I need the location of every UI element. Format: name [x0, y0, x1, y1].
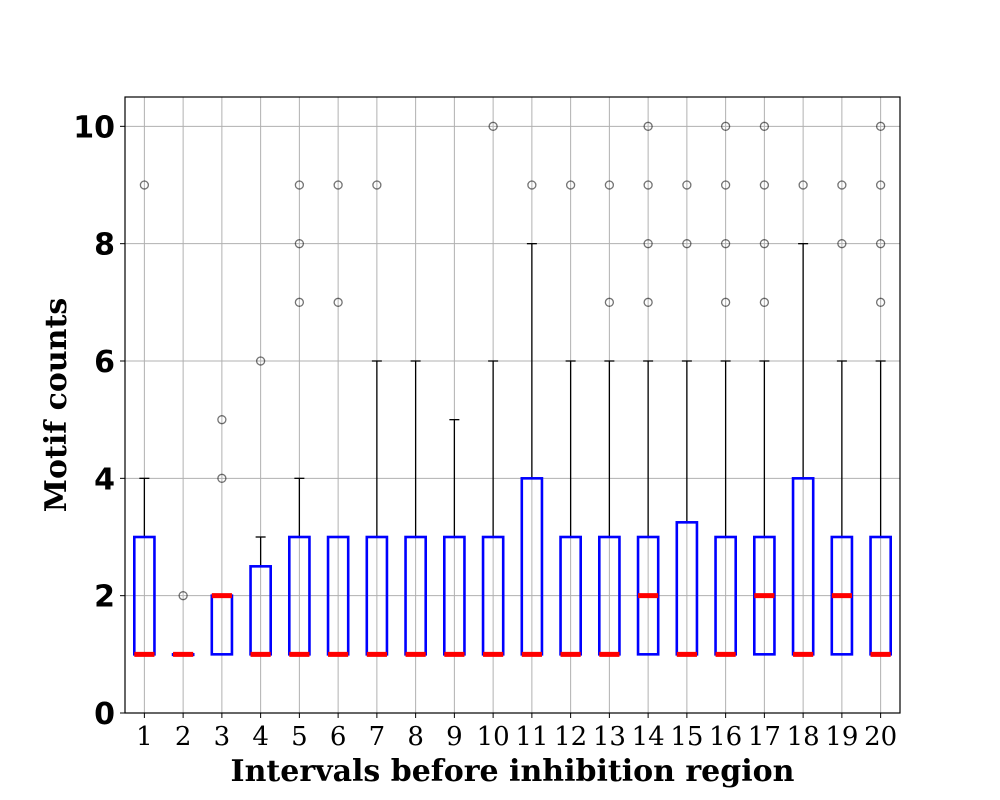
outlier-point	[643, 297, 653, 307]
outlier-point	[178, 591, 188, 601]
outlier-point	[720, 121, 731, 131]
outlier-point	[139, 180, 150, 190]
box-group	[791, 180, 815, 657]
x-tick-label: 5	[291, 722, 308, 752]
x-tick-label: 10	[477, 722, 510, 752]
box-group	[597, 180, 621, 657]
x-tick-label: 14	[632, 722, 665, 752]
box-group	[171, 591, 195, 657]
box-group	[869, 121, 892, 657]
x-tick-label: 4	[252, 722, 269, 752]
plot-frame	[124, 96, 901, 714]
outlier-point	[488, 121, 498, 131]
box-group	[287, 180, 311, 657]
box-group	[559, 180, 582, 657]
x-tick-label: 11	[515, 722, 548, 752]
outlier-point	[720, 297, 731, 307]
box-group	[520, 180, 544, 657]
x-tick-label: 8	[407, 722, 424, 752]
box-group	[752, 121, 776, 656]
y-tick-label: 10	[73, 110, 115, 145]
x-tick-label: 17	[748, 722, 781, 752]
x-tick-labels: 1 2 3 4 5 6 7 8 9 10 11 12 13 14 15 16 17 18 19 20	[136, 713, 897, 752]
outlier-point	[217, 415, 227, 425]
x-tick-label: 6	[330, 722, 347, 752]
outlier-point	[875, 297, 886, 307]
outlier-point	[798, 180, 808, 190]
outlier-point	[720, 239, 731, 249]
y-tick-label: 8	[94, 228, 115, 263]
box-group	[133, 180, 156, 657]
outlier-point	[527, 180, 537, 190]
outlier-point	[643, 180, 653, 190]
x-tick-label: 15	[670, 722, 703, 752]
box-group	[249, 356, 273, 657]
outlier-point	[372, 180, 382, 190]
y-tick-label: 2	[94, 580, 115, 615]
y-tick-label: 4	[94, 462, 115, 497]
outlier-point	[875, 121, 886, 131]
x-tick-label: 7	[369, 722, 386, 752]
y-axis-label: Motif counts	[39, 298, 74, 512]
x-tick-label: 19	[825, 722, 858, 752]
x-tick-label: 16	[709, 722, 742, 752]
box-group	[481, 121, 505, 657]
box-group	[636, 121, 660, 656]
outlier-point	[682, 239, 692, 249]
x-tick-label: 2	[175, 722, 192, 752]
x-tick-label: 9	[446, 722, 463, 752]
outlier-point	[875, 239, 886, 249]
box-group	[210, 415, 234, 656]
outlier-point	[720, 180, 731, 190]
outlier-point	[255, 356, 266, 366]
outlier-point	[565, 180, 576, 190]
x-tick-label: 12	[554, 722, 587, 752]
x-tick-label: 20	[864, 722, 897, 752]
box-group	[404, 360, 427, 657]
box-group	[830, 180, 854, 656]
y-tick-labels: 0 2 4 6 8 10	[73, 110, 125, 732]
box-group	[365, 180, 389, 657]
box-series	[133, 121, 892, 657]
outlier-point	[682, 180, 692, 190]
outlier-point	[333, 180, 343, 190]
outlier-point	[604, 297, 615, 307]
outlier-point	[217, 473, 227, 483]
box-group	[442, 419, 466, 657]
outlier-point	[643, 239, 653, 249]
outlier-point	[759, 239, 770, 249]
outlier-point	[875, 180, 886, 190]
outlier-point	[759, 180, 770, 190]
box-group	[675, 180, 699, 657]
x-axis-label: Intervals before inhibition region	[231, 754, 795, 789]
x-tick-label: 3	[214, 722, 231, 752]
grid-lines	[125, 97, 900, 714]
outlier-point	[643, 121, 653, 131]
box-group	[714, 121, 737, 657]
outlier-point	[294, 297, 305, 307]
y-tick-label: 6	[94, 345, 115, 380]
outlier-point	[759, 121, 770, 131]
outlier-point	[294, 239, 305, 249]
outlier-point	[837, 239, 847, 249]
outlier-point	[333, 297, 343, 307]
x-tick-label: 1	[136, 722, 153, 752]
x-tick-label: 13	[593, 722, 626, 752]
box-group	[326, 180, 350, 657]
x-tick-label: 18	[787, 722, 820, 752]
outlier-point	[294, 180, 305, 190]
outlier-point	[604, 180, 615, 190]
outlier-point	[759, 297, 770, 307]
outlier-point	[837, 180, 847, 190]
y-tick-label: 0	[94, 697, 115, 732]
